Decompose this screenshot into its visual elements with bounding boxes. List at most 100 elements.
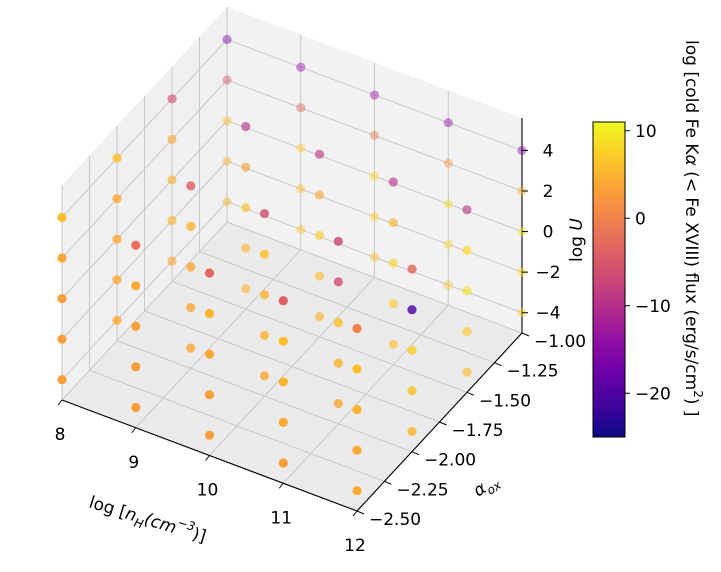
data-point [388,339,398,349]
data-point [296,103,306,113]
data-point [407,264,417,274]
data-point [462,286,472,296]
data-point [278,336,288,346]
x-tick-label: 10 [197,481,219,501]
data-point [352,323,362,334]
data-point [407,386,417,396]
data-point [443,118,453,128]
data-point [462,245,472,255]
data-point [278,377,288,387]
data-point [241,121,251,132]
grid-line-z-back [226,79,523,192]
data-point [131,321,141,331]
data-point [112,315,122,325]
data-point [278,458,288,468]
data-point [259,330,270,340]
data-point [186,262,196,272]
data-point [57,212,67,223]
data-point [388,258,398,268]
y-tick-label: −1.25 [507,362,559,382]
data-point [112,275,122,285]
colorbar [592,121,626,438]
data-point [259,371,270,381]
y-tick-label: −2.25 [397,480,449,500]
x-tick-label: 11 [270,508,292,528]
data-point [333,317,343,328]
data-point [57,375,67,385]
data-point [222,156,232,166]
data-point [462,367,472,377]
colorbar-label: log [cold Fe Kα (< Fe XVIII) flux (erg/s… [681,40,705,417]
data-point [369,171,380,181]
data-point [186,343,196,353]
data-point [222,116,232,126]
grid-line-y-floor [89,369,385,482]
data-point [443,239,453,249]
grid-line-z-back [226,120,523,233]
data-point [112,234,122,244]
colorbar-tick-label: −10 [635,297,671,317]
data-point [167,215,177,226]
y-tick-mark [411,451,420,456]
data-point [369,252,380,262]
data-point [296,224,306,235]
x-tick-mark [352,510,358,517]
data-point [352,405,362,415]
data-point [462,326,472,337]
x-axis-label: log [nH(cm−3)] [86,489,210,550]
data-point [57,294,67,304]
grid-line-y-floor [171,280,468,393]
data-point [259,290,270,300]
data-point [204,430,215,440]
x-tick-mark [57,399,63,406]
data-point [314,230,325,240]
data-point [131,362,141,372]
data-point [241,203,251,213]
data-point [131,281,141,291]
data-point [278,296,288,306]
y-tick-mark [494,362,502,367]
data-point [388,299,398,309]
data-point [204,390,215,400]
data-point [57,253,67,263]
colorbar-tick-label: 10 [635,122,657,142]
data-point [314,190,325,200]
y-tick-label: −1.75 [452,421,504,441]
grid-line-z-back [226,201,523,314]
data-point [462,205,472,215]
data-point [57,334,67,344]
y-tick-label: −2.00 [424,451,476,471]
data-point [241,243,251,253]
scatter-points [57,34,527,496]
data-point [167,256,177,266]
y-tick-mark [466,391,475,396]
grid-line-y-floor [199,251,495,364]
y-tick-mark [384,480,392,485]
z-axis-label: log U [567,218,587,262]
data-point [131,402,141,413]
z-tick-label: −4 [535,304,560,324]
data-point [333,358,343,368]
y-tick-label: −2.50 [369,510,421,530]
grid-line-y-floor [116,340,413,453]
data-point [333,399,343,409]
data-point [278,417,288,427]
data-point [186,221,196,231]
x-tick-mark [131,427,137,434]
z-tick-label: −2 [535,263,560,283]
data-point [167,134,177,144]
data-point [259,249,270,259]
colorbar-ticks: 10 0 −10 −20 [625,122,671,404]
grid-line-z-side [61,79,228,259]
grid-line-z-side [61,39,228,218]
data-point [222,197,232,207]
data-point [186,181,196,191]
y-tick-mark [521,332,530,337]
grid-line-z-side [61,160,228,340]
data-point [167,94,177,104]
data-point [204,308,215,319]
data-point [241,162,251,172]
data-point [443,280,453,290]
data-point [388,218,398,228]
z-tick-label: 0 [543,223,554,243]
